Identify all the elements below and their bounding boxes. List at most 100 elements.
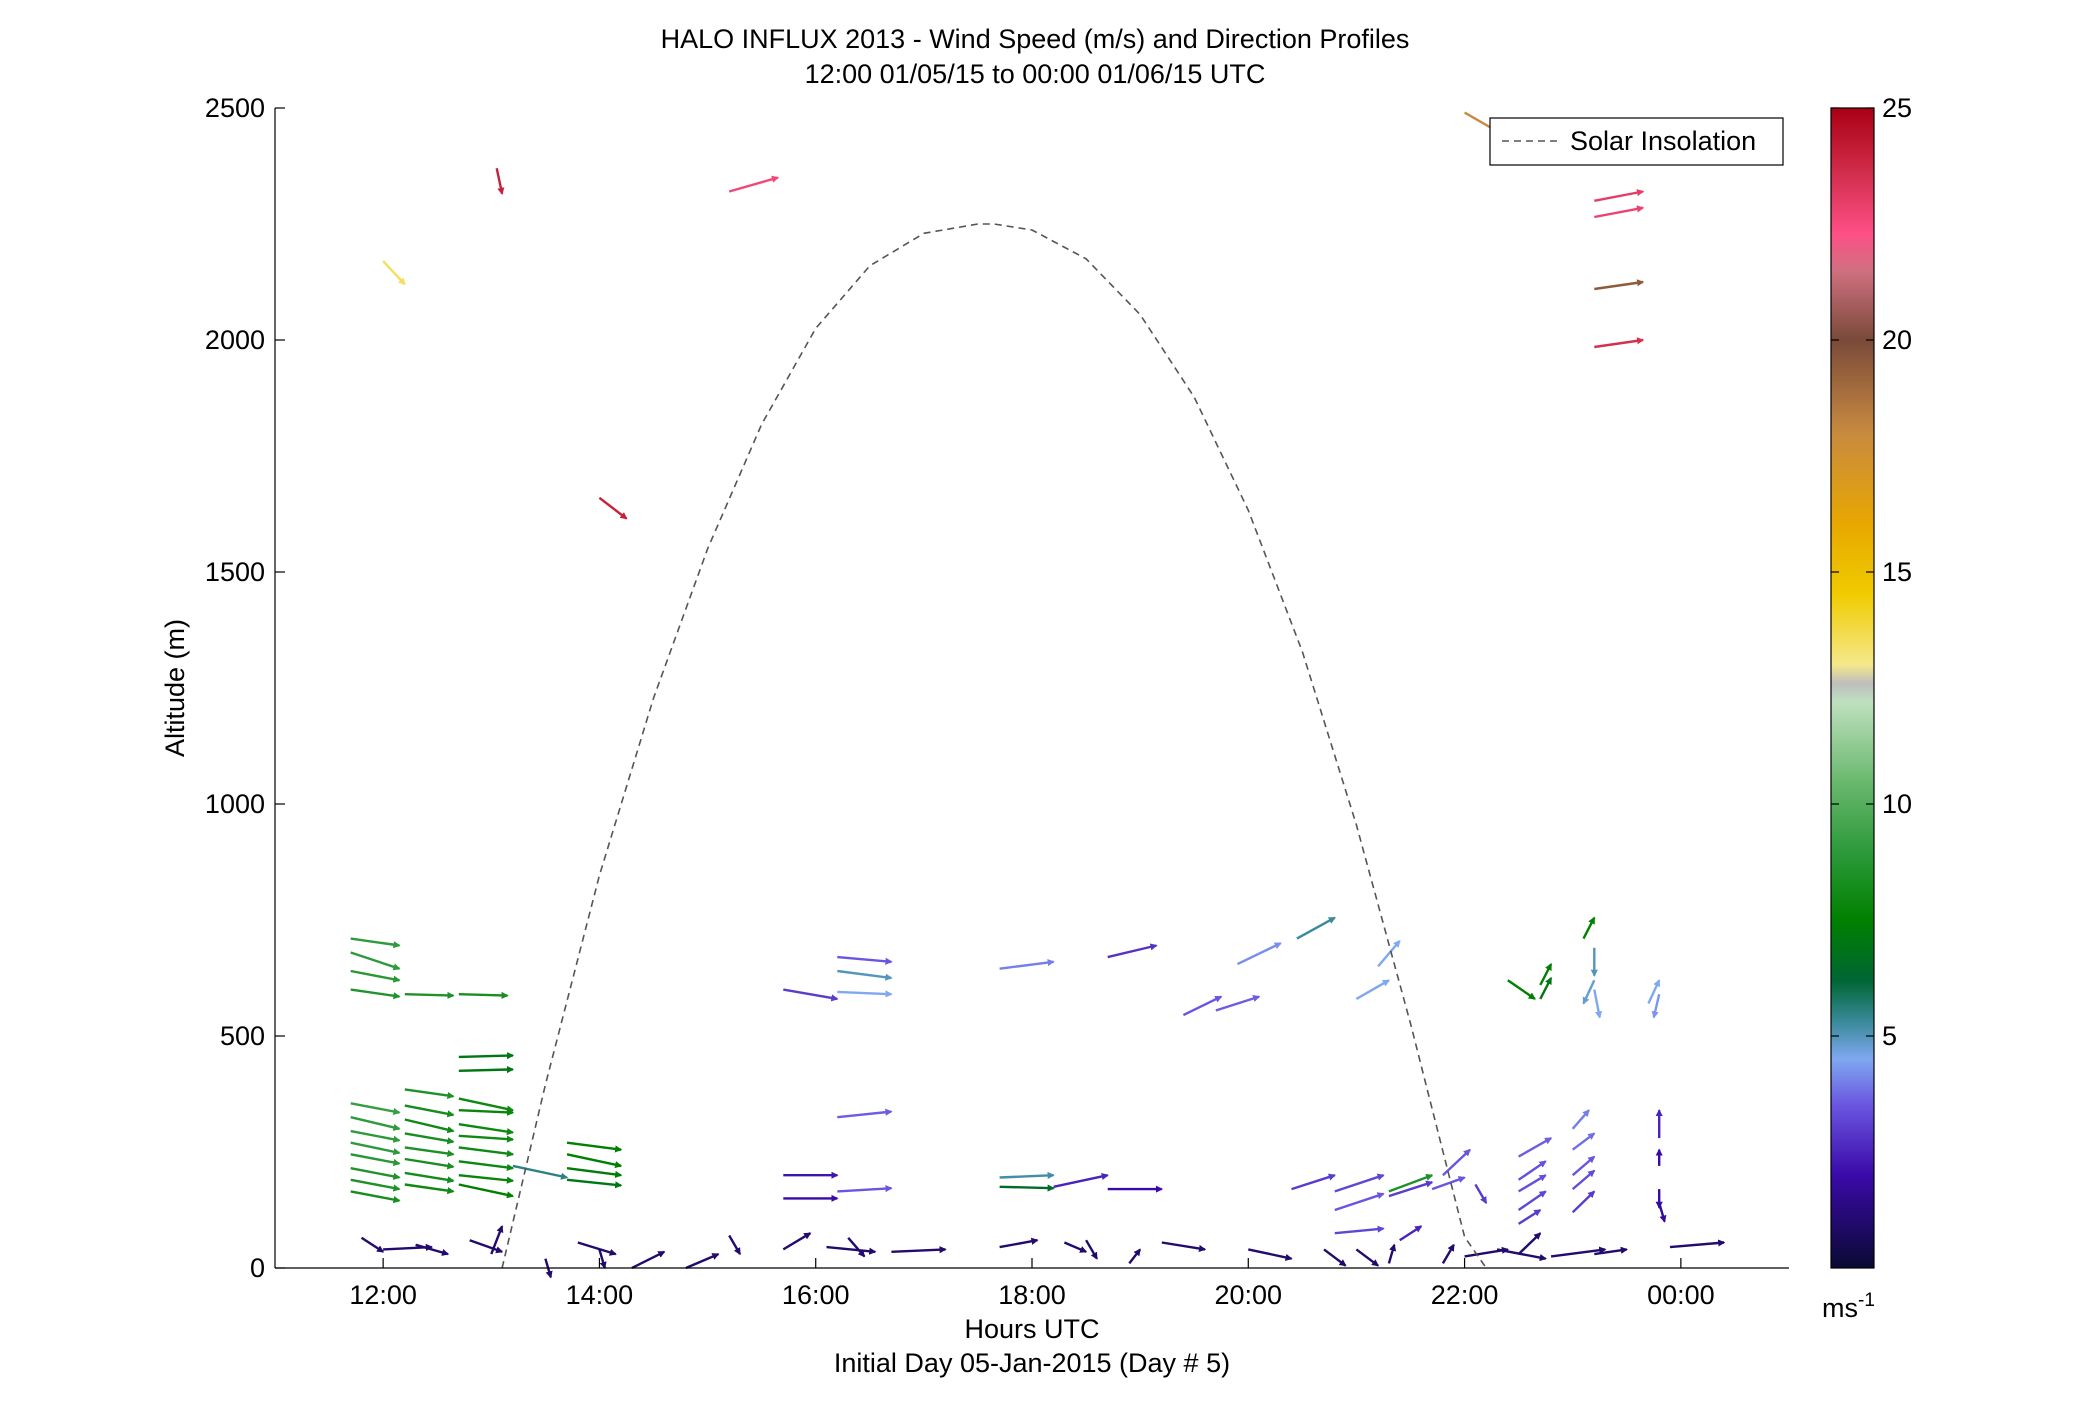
wind-vector [350,1129,401,1143]
wind-vector [360,1236,385,1253]
wind-vector [1539,963,1553,986]
wind-vector [826,1245,877,1255]
legend-solar-label: Solar Insolation [1570,126,1756,156]
wind-vector [1594,1246,1628,1256]
wind-vector [458,1065,515,1074]
wind-vector [1442,1148,1471,1177]
wind-vector [1388,1173,1434,1193]
colorbar-unit-base: ms [1822,1293,1858,1323]
wind-vector [1248,1248,1293,1261]
wind-vector [458,1134,515,1143]
wind-vector [350,937,401,949]
y-tick-label: 0 [250,1253,265,1283]
x-axis-sublabel: Initial Day 05-Jan-2015 (Day # 5) [834,1348,1230,1378]
plot-frame [275,108,1789,1268]
wind-vector [1517,1208,1542,1225]
wind-vector [783,988,839,1002]
wind-vector [404,1132,455,1145]
y-tick-label: 500 [220,1021,265,1051]
colorbar-tick-label: 15 [1882,557,1912,587]
wind-vector [382,260,406,286]
wind-vector [490,1225,504,1255]
wind-vector [458,1097,515,1113]
wind-vector [685,1252,720,1270]
wind-vector [404,1104,455,1118]
x-tick-label: 22:00 [1431,1280,1499,1310]
colorbar-unit-exp: -1 [1858,1290,1875,1311]
wind-vector [458,1174,515,1184]
wind-vector [458,1160,515,1172]
wind-vector [458,991,509,1000]
plot-area: 12:00 14:00 16:00 18:00 20:00 22:00 00:00 0 500… [205,93,1789,1310]
chart-title: HALO INFLUX 2013 - Wind Speed (m/s) and … [661,24,1410,54]
x-axis-ticks: 12:00 14:00 16:00 18:00 20:00 22:00 00:00 [349,1258,1715,1310]
wind-vector [350,1102,401,1116]
wind-vector [404,1118,455,1134]
y-axis-label: Altitude (m) [160,619,190,757]
wind-vector [837,955,893,965]
colorbar-tick-label: 20 [1882,325,1912,355]
wind-vector [1236,942,1282,966]
wind-vector [631,1250,666,1270]
wind-vector [495,168,505,195]
wind-vector [1571,1169,1596,1191]
x-axis-label: Hours UTC [964,1314,1099,1344]
wind-vector [404,1183,455,1195]
y-tick-label: 2000 [205,325,265,355]
y-tick-label: 2500 [205,93,265,123]
wind-vector [999,958,1055,970]
wind-vector [1496,1248,1547,1262]
wind-vector [566,1141,623,1153]
wind-vector [1063,1241,1088,1253]
colorbar-tick-label: 5 [1882,1021,1897,1051]
colorbar-scale [1830,107,1875,1269]
wind-vector [1291,1173,1336,1191]
wind-vector [891,1246,947,1254]
wind-vector [728,175,780,193]
wind-vector [566,1167,623,1179]
wind-vector [350,969,401,983]
y-axis-ticks: 0 500 1000 1500 2000 2500 [205,93,285,1283]
wind-vector [728,1234,742,1256]
y-tick-label: 1000 [205,789,265,819]
x-tick-label: 12:00 [349,1280,417,1310]
solar-insolation-curve [501,223,1487,1269]
x-tick-label: 14:00 [566,1280,634,1310]
wind-vector [1182,995,1223,1017]
wind-vector [350,951,401,971]
wind-vector [458,1123,515,1136]
wind-vector [1517,1174,1547,1193]
wind-vector [598,1249,607,1270]
wind-vector [1651,993,1661,1019]
wind-vectors [350,111,1726,1279]
wind-vector [999,1171,1055,1180]
wind-vector [1594,189,1645,202]
wind-vector [1387,1243,1397,1264]
wind-vector [837,969,893,981]
wind-vector [1355,1248,1380,1267]
wind-vector [837,1184,893,1193]
wind-vector [1377,939,1401,968]
wind-vector [404,1157,455,1170]
wind-vector [458,1183,515,1199]
wind-vector [999,1184,1055,1192]
wind-vector [1323,1248,1347,1267]
colorbar-tick-label: 10 [1882,789,1912,819]
wind-vector [1334,1173,1385,1193]
wind-vector [837,1108,893,1119]
wind-vector [566,1153,623,1169]
wind-vector [415,1243,450,1256]
wind-vector [847,1237,866,1258]
wind-vector [1085,1239,1098,1260]
wind-vector [1296,916,1336,940]
chart-subtitle: 12:00 01/05/15 to 00:00 01/06/15 UTC [805,59,1266,89]
wind-vector [350,988,401,1000]
wind-vector [350,1190,401,1204]
wind-vector [1053,1172,1109,1188]
wind-vector [1517,1160,1547,1181]
colorbar-unit: ms-1 [1822,1290,1875,1323]
wind-vector [1647,979,1661,1005]
x-tick-label: 18:00 [998,1280,1066,1310]
wind-vector [598,496,628,520]
legend: Solar Insolation [1489,117,1784,166]
